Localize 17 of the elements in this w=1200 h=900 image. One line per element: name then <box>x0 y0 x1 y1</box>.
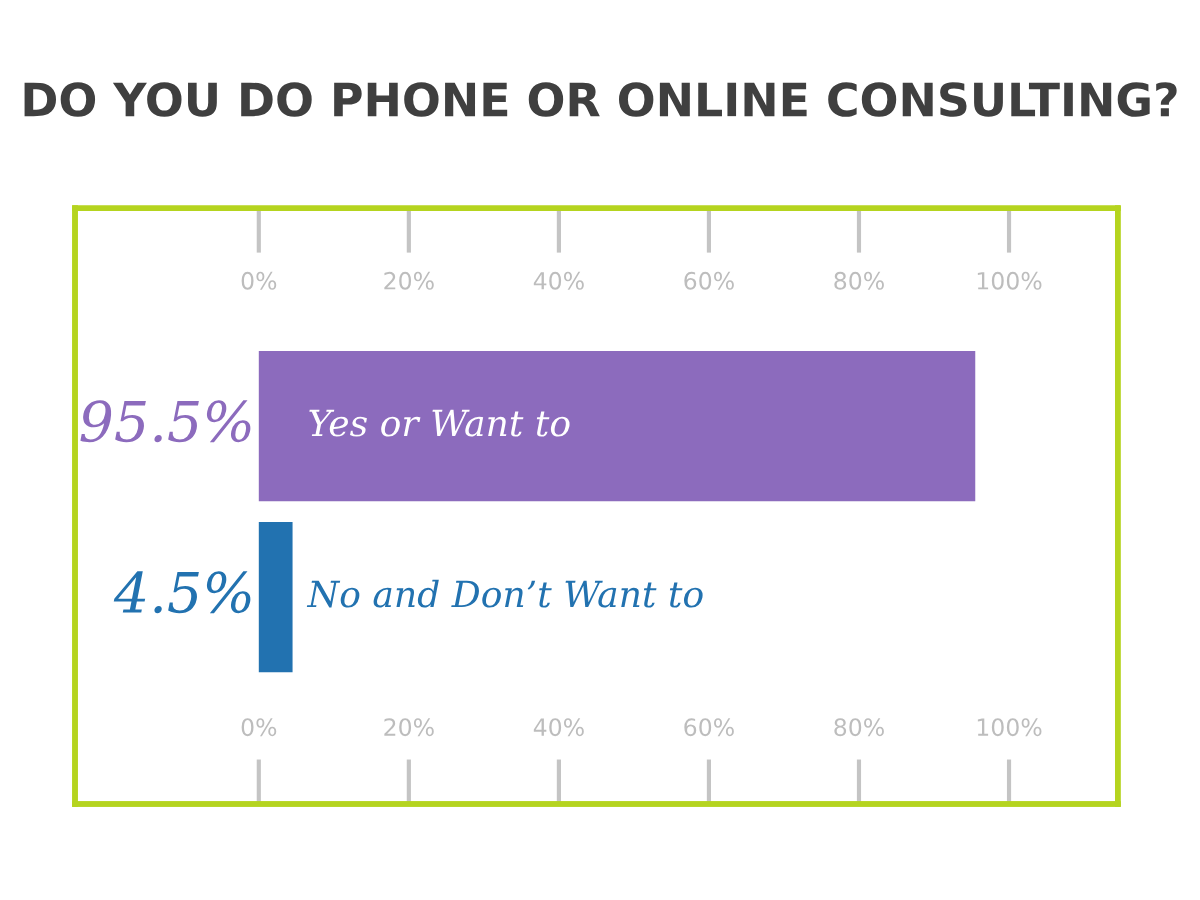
x-tick-label: 40% <box>533 718 584 737</box>
x-tick-label: 100% <box>977 718 1042 737</box>
x2-tick-label: 60% <box>684 271 734 290</box>
y-tick-label: No and Don’t Want to <box>306 579 703 608</box>
x-tick-label: 20% <box>384 718 434 737</box>
x2-tick-label: 40% <box>533 271 584 290</box>
data-label: 4.5% <box>113 571 251 614</box>
x-tick-label: 60% <box>684 718 734 737</box>
chart-title: DO YOU DO PHONE OR ONLINE CONSULTING? <box>24 82 1177 117</box>
x-tick-label: 0% <box>241 718 277 737</box>
y-tick-label: Yes or Want to <box>309 409 570 437</box>
data-label: 95.5% <box>80 400 251 443</box>
x2-tick-label: 0% <box>241 271 277 290</box>
x2-tick-label: 100% <box>977 271 1042 290</box>
x-tick-label: 80% <box>834 718 884 737</box>
x2-tick-label: 20% <box>384 271 434 290</box>
x2-tick-label: 80% <box>834 271 884 290</box>
